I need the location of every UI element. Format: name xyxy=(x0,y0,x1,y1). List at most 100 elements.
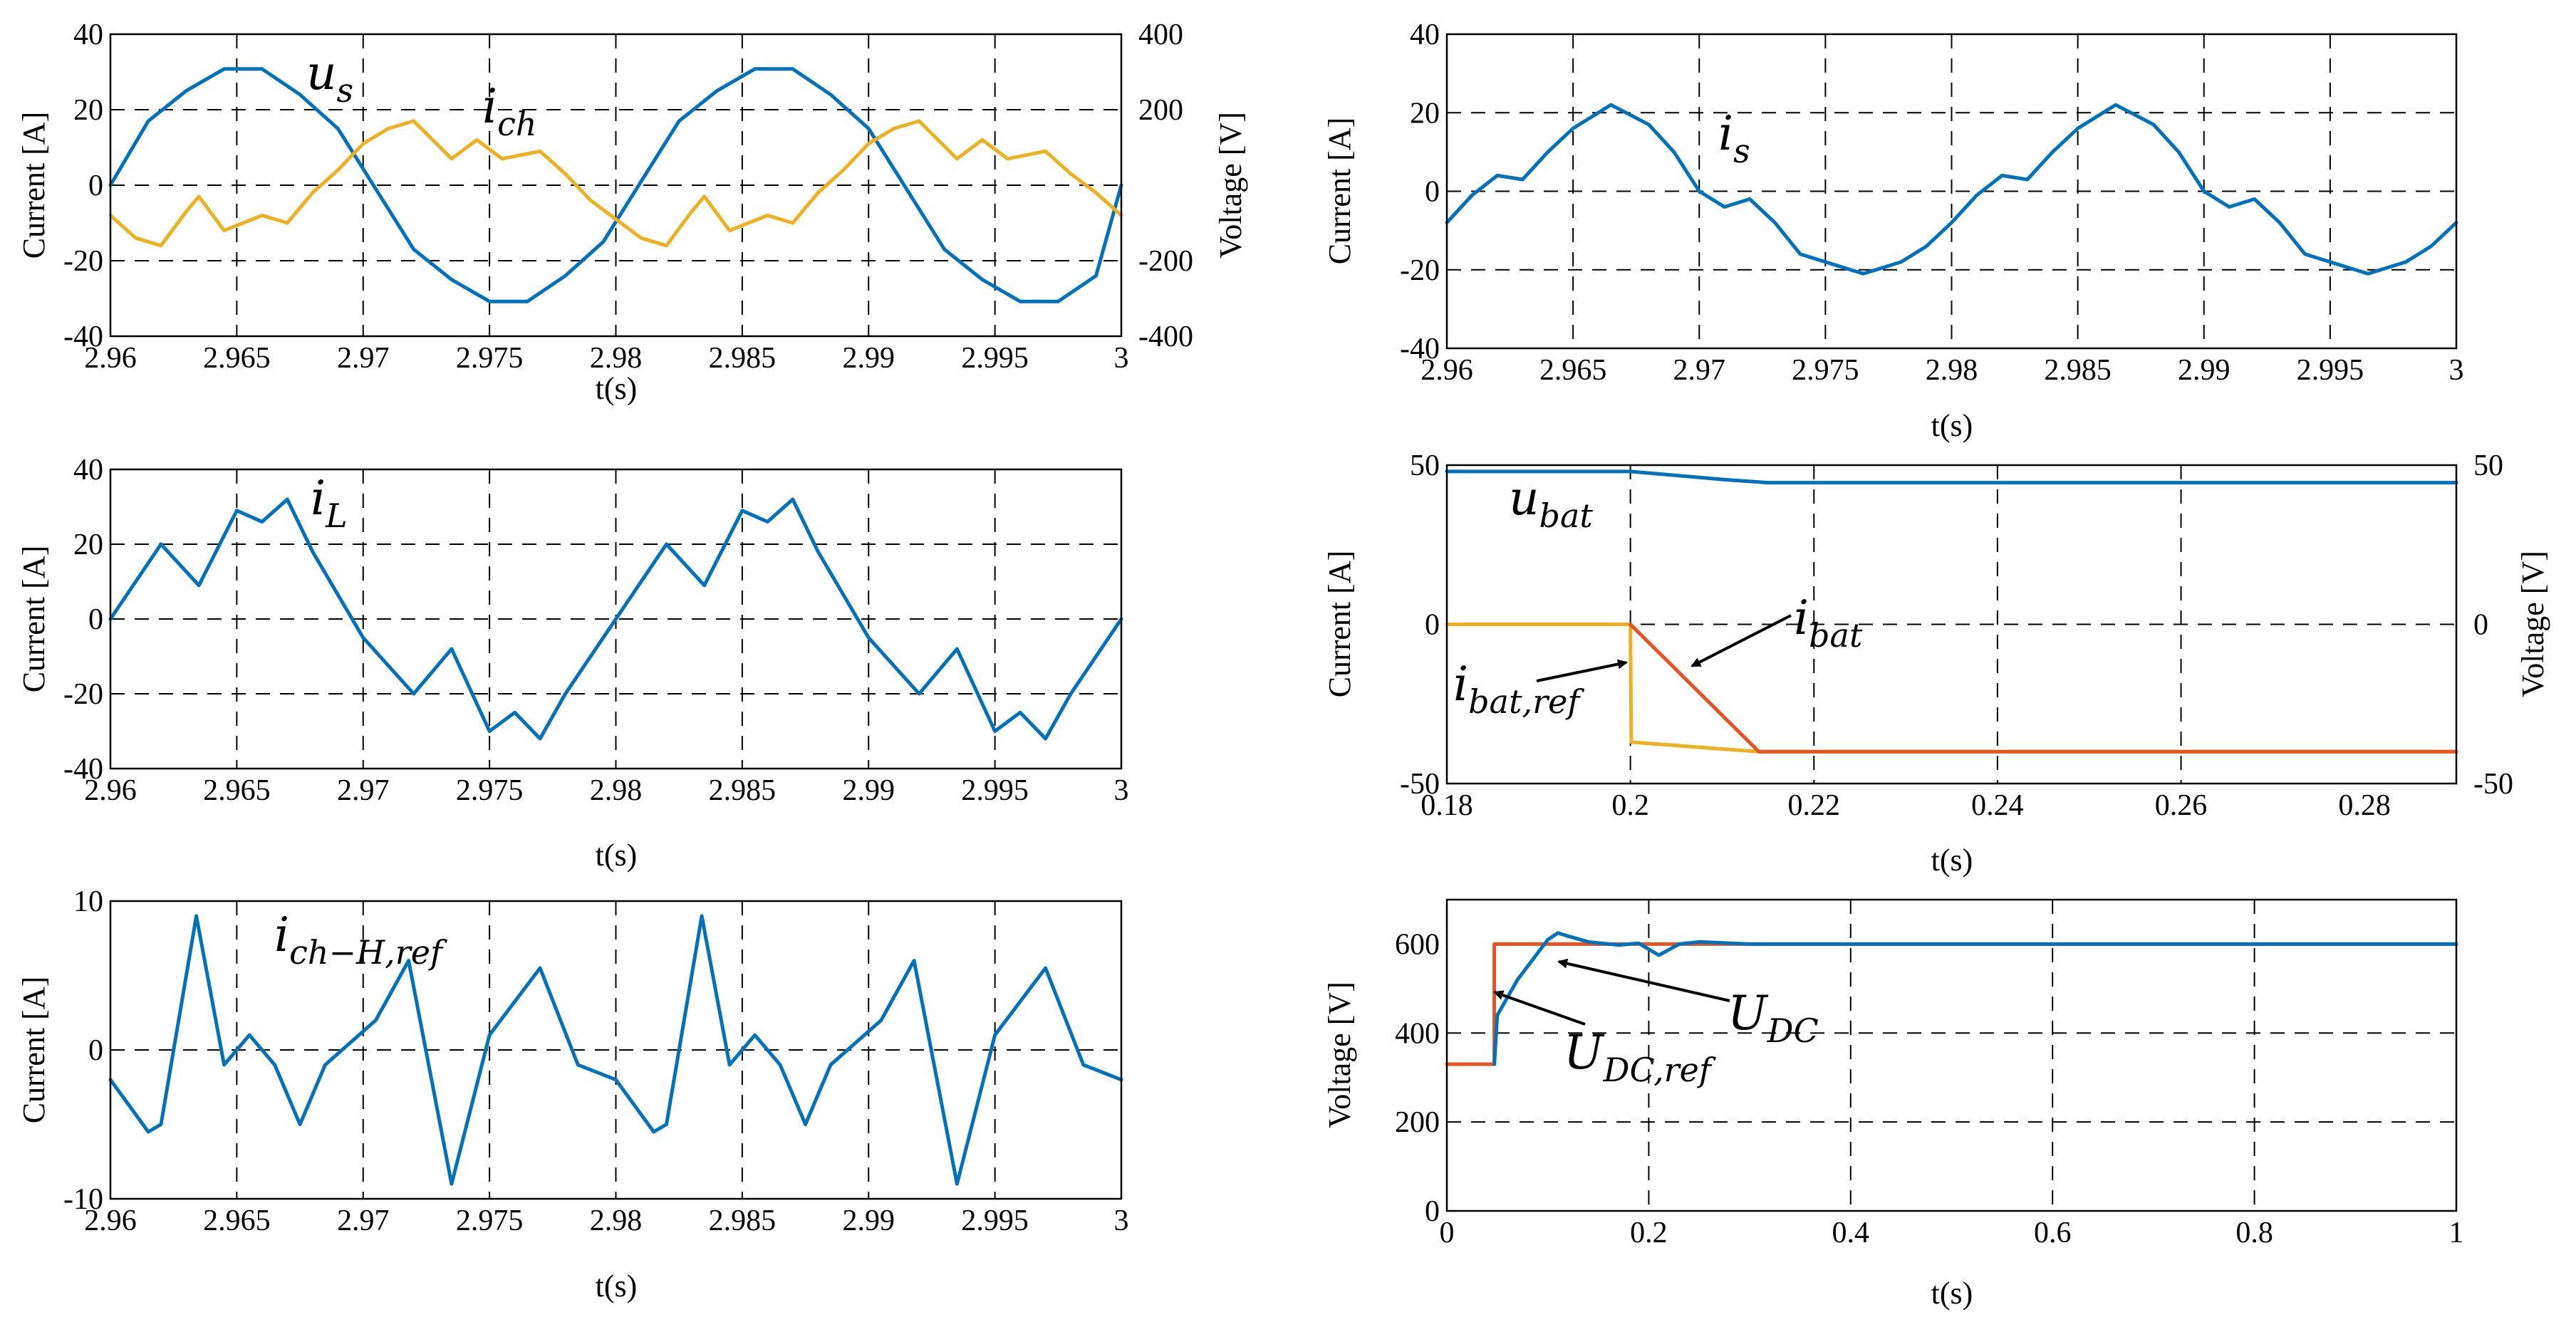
series-line-i-ch-H-ref xyxy=(108,914,1123,1186)
plot-frame xyxy=(1445,33,2458,350)
x-tick-label: 2.985 xyxy=(709,774,777,807)
y-tick-label: 10 xyxy=(73,885,103,918)
x-tick-label: 2.96 xyxy=(84,774,137,807)
x-tick-label: 0.2 xyxy=(1611,789,1649,822)
x-tick-label: 2.975 xyxy=(456,342,524,375)
x-tick-label: 1 xyxy=(2449,1217,2464,1249)
series-line-i-ch xyxy=(108,119,1123,248)
y-tick-label: 20 xyxy=(73,529,103,561)
y-tick-label: 0 xyxy=(1425,176,1440,209)
arrow-udc-ref xyxy=(1493,990,1586,1026)
panel-battery: 0.18 0.2 0.22 0.24 0.26 0.28 -50 0 50 -50 0 50 t(… xyxy=(1322,449,2550,878)
y2-tick-label: 50 xyxy=(2473,449,2503,482)
x-tick-label: 2.985 xyxy=(709,342,777,375)
y2-axis-label: Voltage [V] xyxy=(1213,112,1248,259)
x-tick-label: 0.4 xyxy=(1832,1217,1870,1249)
x-tick-label: 2.97 xyxy=(337,774,390,807)
y-tick-label: 40 xyxy=(73,19,103,51)
annotation-udc-ref: UDC,ref xyxy=(1564,1025,1716,1089)
y2-tick-label: 200 xyxy=(1138,94,1183,127)
arrow-udc xyxy=(1557,958,1730,1002)
annotation-ibat-ref: ibat,ref xyxy=(1453,657,1584,721)
x-axis-label: t(s) xyxy=(596,838,638,873)
x-tick-label: 2.96 xyxy=(84,342,137,375)
x-axis-label: t(s) xyxy=(1931,1276,1973,1311)
series-line-u-bat xyxy=(1445,469,2458,485)
x-tick-label: 2.965 xyxy=(203,1205,271,1237)
y-tick-label: 0 xyxy=(1425,609,1440,642)
x-tick-label: 2.975 xyxy=(1792,354,1859,387)
x-tick-label: 0.18 xyxy=(1421,789,1473,822)
x-tick-label: 2.99 xyxy=(843,774,895,807)
y-tick-label: 400 xyxy=(1395,1017,1440,1050)
y2-axis-label: Voltage [V] xyxy=(2515,551,2550,697)
x-axis-label: t(s) xyxy=(596,371,638,406)
x-tick-label: 2.99 xyxy=(843,1205,895,1237)
y-tick-label: -10 xyxy=(63,1183,103,1216)
x-axis-label: t(s) xyxy=(596,1269,638,1304)
series-line-i-L xyxy=(108,497,1123,741)
y-axis-label: Current [A] xyxy=(16,546,51,693)
y2-tick-label: -50 xyxy=(2473,768,2513,801)
y2-tick-label: 400 xyxy=(1138,19,1183,51)
y2-tick-label: -400 xyxy=(1138,321,1193,353)
y2-tick-label: 0 xyxy=(2473,609,2488,642)
panel-current-is: 2.96 2.965 2.97 2.975 2.98 2.985 2.99 2.995 3 -4… xyxy=(1322,19,2464,443)
y-axis-label: Current [A] xyxy=(1322,118,1357,265)
y-tick-label: 0 xyxy=(88,603,103,636)
x-tick-label: 2.995 xyxy=(961,1205,1029,1237)
y-tick-label: -20 xyxy=(1400,254,1440,287)
x-tick-label: 0.2 xyxy=(1630,1217,1668,1249)
y-tick-label: 40 xyxy=(73,454,103,487)
y-tick-label: -20 xyxy=(63,678,103,711)
x-tick-label: 2.965 xyxy=(203,342,271,375)
x-tick-label: 2.985 xyxy=(2044,354,2112,387)
annotation-ich-H-ref: ich−H,ref xyxy=(274,907,447,972)
x-tick-label: 2.96 xyxy=(1421,354,1473,387)
x-tick-label: 0.22 xyxy=(1788,789,1841,822)
y-tick-label: 20 xyxy=(1410,97,1440,130)
plot-frame xyxy=(1445,464,2458,785)
x-tick-label: 0.24 xyxy=(1971,789,2024,822)
x-axis-label: t(s) xyxy=(1931,843,1973,878)
series-line-i-bat-ref xyxy=(1445,623,2458,754)
x-tick-label: 2.995 xyxy=(961,774,1029,807)
x-tick-label: 2.98 xyxy=(1926,354,1978,387)
y-axis-label: Current [A] xyxy=(1322,551,1357,698)
panel-dc-voltage: 0 0.2 0.4 0.6 0.8 1 0 200 400 600 t(s) Voltage [… xyxy=(1322,898,2464,1311)
x-tick-label: 2.97 xyxy=(337,1205,390,1237)
x-tick-label: 2.99 xyxy=(2178,354,2230,387)
x-tick-label: 2.98 xyxy=(590,774,643,807)
y-tick-label: 50 xyxy=(1410,449,1440,482)
x-tick-label: 3 xyxy=(1114,342,1129,375)
x-tick-label: 2.98 xyxy=(590,1205,643,1237)
x-tick-label: 2.995 xyxy=(961,342,1029,375)
x-axis-label: t(s) xyxy=(1931,408,1973,443)
y-tick-label: 0 xyxy=(1425,1195,1440,1228)
y-tick-label: 0 xyxy=(88,170,103,202)
y-tick-label: 40 xyxy=(1410,19,1440,51)
annotation-udc: UDC xyxy=(1728,986,1819,1050)
panel-current-voltage-us-ich: 2.96 2.965 2.97 2.975 2.98 2.985 2.99 2.995 3 -4… xyxy=(16,19,1248,406)
x-tick-label: 2.995 xyxy=(2297,354,2364,387)
arrow-ibat xyxy=(1690,614,1792,667)
x-tick-label: 0.8 xyxy=(2235,1217,2273,1249)
plot-frame xyxy=(109,468,1123,770)
series-line-i-bat xyxy=(1629,623,2458,754)
annotation-ich: ich xyxy=(482,79,537,143)
y-tick-label: -40 xyxy=(63,321,103,353)
x-tick-label: 2.99 xyxy=(843,342,895,375)
panel-current-ich-H-ref: 2.96 2.965 2.97 2.975 2.98 2.985 2.99 2.995 3 -1… xyxy=(16,885,1129,1304)
x-tick-label: 2.975 xyxy=(456,1205,524,1237)
x-tick-label: 0.28 xyxy=(2338,789,2391,822)
x-tick-label: 2.97 xyxy=(337,342,390,375)
y-tick-label: -50 xyxy=(1400,768,1440,801)
y-tick-label: 20 xyxy=(73,94,103,127)
x-tick-label: 3 xyxy=(1114,774,1129,807)
y-axis-label: Current [A] xyxy=(16,112,51,259)
x-tick-label: 2.975 xyxy=(456,774,524,807)
annotation-ubat: ubat xyxy=(1509,471,1593,535)
y-tick-label: -20 xyxy=(63,245,103,278)
y2-tick-label: -200 xyxy=(1138,245,1193,278)
